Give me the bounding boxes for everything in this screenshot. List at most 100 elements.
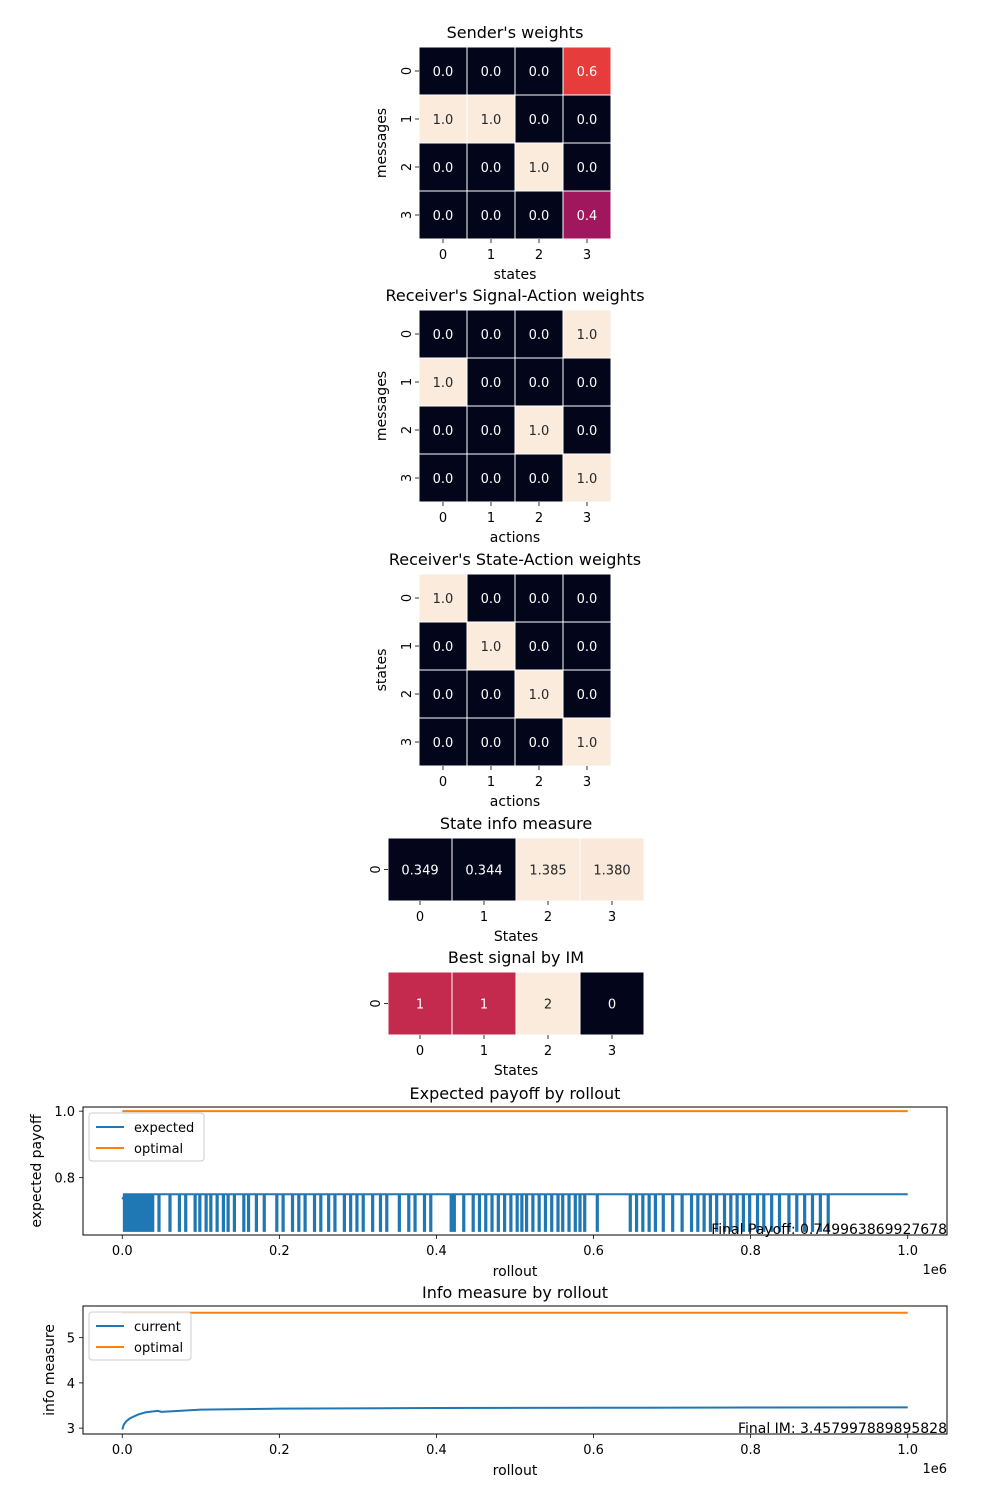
x-tick-label: 2	[544, 910, 552, 925]
cell-label: 0.0	[481, 736, 502, 751]
heatmap-cell	[466, 669, 516, 719]
heatmap-cell	[466, 190, 516, 240]
cell-label: 0.0	[433, 736, 454, 751]
y-tick-label: 2	[400, 690, 415, 698]
x-axis-label: rollout	[493, 1463, 538, 1479]
cell-label: 0.0	[481, 424, 502, 439]
legend: expected optimal	[88, 1112, 205, 1162]
x-tick-label: 1	[480, 1044, 488, 1059]
chart-title: State info measure	[440, 814, 592, 833]
cell-label: 0.0	[529, 640, 550, 655]
heatmap-cell	[466, 46, 516, 96]
y-axis-label: states	[374, 649, 390, 692]
heatmap-cell	[451, 971, 517, 1036]
y-tick-label: 3	[67, 1422, 75, 1437]
cell-label: 0.0	[529, 328, 550, 343]
cell-label: 0.0	[481, 472, 502, 487]
x-tick-label: 0	[416, 910, 424, 925]
cell-label: 0.6	[577, 65, 598, 80]
chart-title: Info measure by rollout	[422, 1283, 608, 1302]
cell-label: 1.0	[577, 328, 598, 343]
heatmap-cell	[466, 405, 516, 455]
heatmap-cell	[579, 971, 645, 1036]
final-value-annotation: Final Payoff: 0.749963869927678	[711, 1222, 947, 1238]
y-tick-label: 0	[400, 594, 415, 602]
heatmap-cell	[387, 971, 453, 1036]
cell-label: 1.0	[529, 161, 550, 176]
line-chart-0: Expected payoff by rollout 0.0 0.2 0.4 0.6 0.…	[29, 1084, 948, 1280]
cell-label: 1.0	[433, 113, 454, 128]
line-chart-1: Info measure by rollout 0.0 0.2 0.4 0.6 0.8 1.…	[42, 1283, 948, 1479]
chart-title: Best signal by IM	[448, 948, 584, 967]
cell-label: 0.0	[577, 424, 598, 439]
heatmap-cell	[418, 46, 468, 96]
x-tick-label: 2	[544, 1044, 552, 1059]
series-expected	[121, 1193, 908, 1232]
heatmap-0: Sender's weights 0.0 0.0 0.0 0.6 1.0 1.0 0.0 0.0…	[374, 23, 612, 283]
x-tick-label: 0.0	[112, 1443, 133, 1458]
y-tick-label: 1.0	[54, 1105, 75, 1120]
cell-label: 0.344	[465, 864, 502, 879]
chart-title: Receiver's State-Action weights	[389, 550, 641, 569]
heatmap-3: State info measure 0.349 0.344 1.385 1.380 0 1…	[369, 814, 645, 945]
cell-label: 1	[480, 998, 488, 1013]
cell-label: 0.0	[481, 65, 502, 80]
cell-label: 0.0	[529, 592, 550, 607]
cell-label: 1.385	[529, 864, 566, 879]
y-tick-label: 0.8	[54, 1172, 75, 1187]
heatmap-cell	[579, 837, 645, 902]
chart-title: Receiver's Signal-Action weights	[385, 286, 644, 305]
heatmap-cell	[466, 621, 516, 671]
cell-label: 0.0	[481, 592, 502, 607]
x-tick-label: 0.0	[112, 1244, 133, 1259]
cell-label: 1.0	[481, 113, 502, 128]
x-tick-label: 1	[487, 248, 495, 263]
x-axis-label: states	[494, 267, 537, 283]
cell-label: 1.0	[433, 376, 454, 391]
cell-label: 0	[608, 998, 616, 1013]
final-value-annotation: Final IM: 3.457997889895828	[738, 1421, 947, 1437]
cell-label: 0.0	[577, 113, 598, 128]
x-tick-label: 2	[535, 511, 543, 526]
heatmap-cell	[514, 357, 564, 407]
legend-label: expected	[134, 1121, 194, 1136]
x-tick-label: 0	[439, 248, 447, 263]
y-tick-label: 1	[400, 642, 415, 650]
cell-label: 0.0	[481, 209, 502, 224]
cell-label: 0.0	[577, 161, 598, 176]
x-tick-label: 3	[583, 248, 591, 263]
cell-label: 0.0	[433, 209, 454, 224]
x-tick-label: 3	[608, 1044, 616, 1059]
heatmap-cell	[562, 190, 612, 240]
heatmap-4: Best signal by IM 1 1 2 0 0 1 2 3 0 States	[369, 948, 645, 1079]
x-tick-label: 0	[439, 775, 447, 790]
cell-label: 0.0	[481, 688, 502, 703]
y-tick-label: 2	[400, 163, 415, 171]
cell-label: 0.0	[481, 161, 502, 176]
heatmap-cell	[562, 309, 612, 359]
x-tick-label: 2	[535, 248, 543, 263]
y-axis-label: info measure	[42, 1324, 58, 1416]
heatmap-cell	[514, 573, 564, 623]
cell-label: 0.0	[433, 161, 454, 176]
plot-area	[82, 1305, 948, 1435]
cell-label: 0.0	[577, 376, 598, 391]
y-tick-label: 1	[400, 378, 415, 386]
cell-label: 0.0	[433, 328, 454, 343]
x-tick-label: 0.4	[426, 1443, 447, 1458]
cell-label: 0.0	[529, 113, 550, 128]
cell-label: 0.0	[577, 592, 598, 607]
y-tick-label: 3	[400, 211, 415, 219]
x-tick-label: 0.8	[740, 1443, 761, 1458]
x-axis-label: actions	[490, 794, 540, 810]
heatmap-cell	[466, 717, 516, 767]
heatmap-cell	[418, 717, 468, 767]
y-tick-label: 0	[400, 67, 415, 75]
x-tick-label: 0.2	[269, 1443, 290, 1458]
heatmap-cell	[418, 669, 468, 719]
x-tick-label: 0.2	[269, 1244, 290, 1259]
y-tick-label: 5	[67, 1332, 75, 1347]
cell-label: 0.0	[529, 209, 550, 224]
x-tick-label: 0	[439, 511, 447, 526]
cell-label: 0.0	[529, 65, 550, 80]
